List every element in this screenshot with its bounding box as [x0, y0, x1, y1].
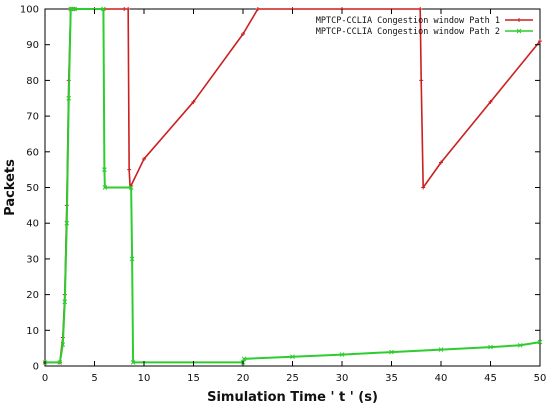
data-point [339, 352, 345, 357]
y-tick-label: 10 [26, 326, 39, 337]
data-point [72, 6, 78, 12]
data-point [488, 99, 493, 104]
data-point [102, 185, 108, 190]
data-point [64, 220, 70, 226]
legend-item-2: MPTCP-CCLIA Congestion window Path 2 [316, 27, 533, 37]
y-tick-label: 30 [26, 254, 39, 265]
data-point [122, 7, 127, 11]
data-point [126, 7, 131, 11]
data-point [127, 167, 132, 172]
x-tick-label: 35 [385, 373, 398, 384]
x-axis-title: Simulation Time ' t ' (s) [207, 390, 378, 405]
data-point [537, 339, 543, 345]
legend-label: MPTCP-CCLIA Congestion window Path 2 [316, 27, 500, 37]
data-point [255, 7, 260, 11]
data-point [419, 78, 424, 83]
y-tick-label: 20 [26, 290, 39, 301]
x-tick-label: 50 [534, 373, 547, 384]
legend-marker [516, 28, 522, 34]
data-point [290, 354, 295, 360]
x-tick-label: 40 [435, 373, 448, 384]
legend: MPTCP-CCLIA Congestion window Path 1MPTC… [316, 16, 533, 37]
data-point [418, 7, 423, 11]
data-point [102, 167, 107, 173]
y-tick-label: 0 [33, 362, 39, 373]
y-tick-label: 40 [26, 219, 39, 230]
data-point [130, 360, 136, 365]
data-point [191, 99, 196, 104]
x-tick-label: 0 [42, 373, 48, 384]
series-layer [42, 6, 543, 365]
x-tick-label: 45 [484, 373, 497, 384]
series-2 [42, 6, 543, 365]
y-tick-label: 60 [26, 147, 39, 158]
data-point [241, 356, 247, 362]
x-tick-label: 10 [138, 373, 151, 384]
data-point [389, 349, 394, 355]
y-tick-label: 80 [26, 76, 39, 87]
data-point [129, 256, 135, 262]
legend-marker [517, 18, 521, 22]
data-point [128, 185, 134, 190]
y-axis-title: Packets [3, 159, 18, 216]
x-tick-label: 5 [91, 373, 97, 384]
axes-layer: 0 5 10 15 20 25 30 35 40 45 50 0 10 20 30 40 50 60 70 80 90 1… [20, 5, 546, 385]
data-point [517, 342, 523, 348]
data-point [60, 342, 66, 347]
legend-label: MPTCP-CCLIA Congestion window Path 1 [316, 16, 500, 26]
data-point [421, 185, 426, 190]
data-point [62, 299, 68, 305]
series-line-2 [45, 8, 541, 364]
x-tick-label: 25 [286, 373, 299, 384]
x-tick-label: 20 [237, 373, 250, 384]
data-point [488, 344, 493, 350]
data-point [101, 6, 106, 12]
y-tick-label: 100 [20, 5, 39, 16]
data-point [538, 39, 542, 44]
y-tick-label: 90 [26, 40, 39, 51]
data-point [439, 160, 443, 165]
data-point [241, 31, 245, 36]
data-point [66, 95, 72, 101]
data-point [438, 347, 444, 352]
data-point [57, 360, 63, 365]
data-point [142, 156, 146, 161]
legend-item-1: MPTCP-CCLIA Congestion window Path 1 [316, 16, 533, 26]
y-tick-label: 70 [26, 112, 39, 123]
x-tick-label: 15 [187, 373, 200, 384]
y-tick-label: 50 [26, 183, 39, 194]
x-tick-label: 30 [336, 373, 349, 384]
